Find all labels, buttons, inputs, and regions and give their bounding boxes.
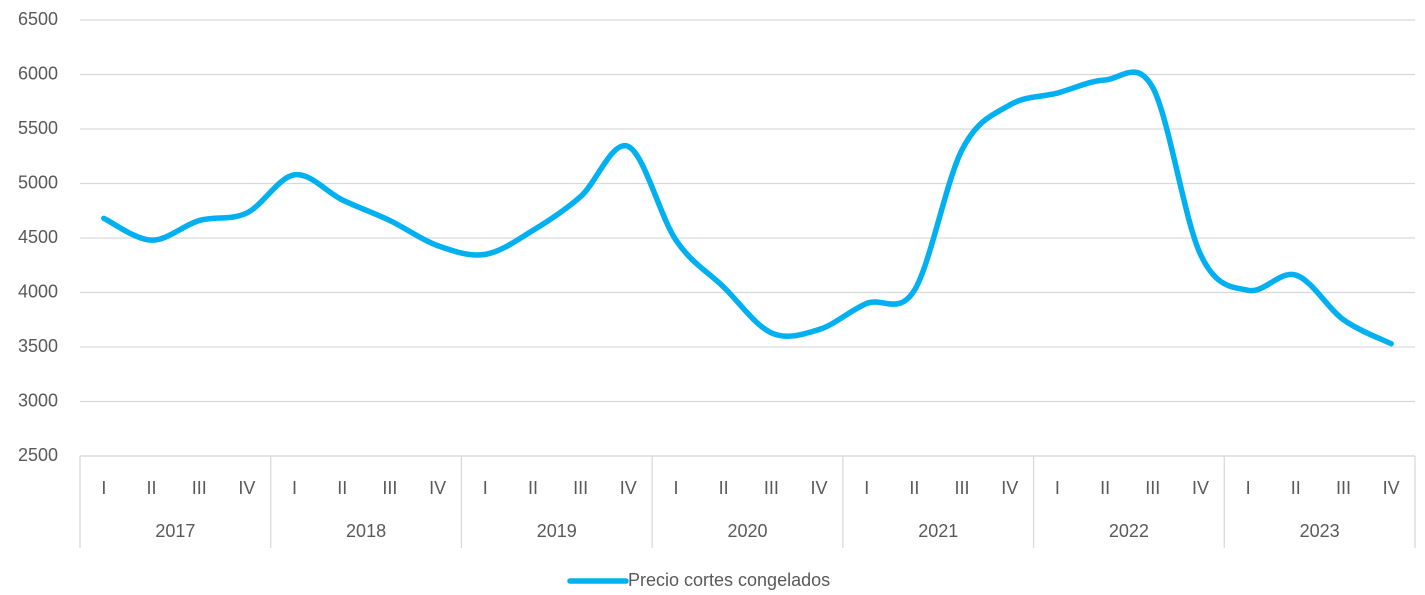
group-label: 2019 xyxy=(537,521,577,541)
x-tick-label: II xyxy=(337,478,347,498)
y-tick-label: 4000 xyxy=(18,281,58,301)
y-tick-label: 6500 xyxy=(18,9,58,29)
x-tick-label: I xyxy=(1246,478,1251,498)
x-tick-label: II xyxy=(1291,478,1301,498)
group-label: 2021 xyxy=(918,521,958,541)
y-tick-label: 3000 xyxy=(18,390,58,410)
x-tick-label: I xyxy=(483,478,488,498)
x-tick-label: I xyxy=(101,478,106,498)
x-tick-label: IV xyxy=(1192,478,1209,498)
group-label: 2017 xyxy=(155,521,195,541)
x-tick-label: II xyxy=(719,478,729,498)
y-tick-label: 6000 xyxy=(18,63,58,83)
x-tick-label: II xyxy=(528,478,538,498)
legend-label: Precio cortes congelados xyxy=(628,570,830,590)
x-tick-label: I xyxy=(673,478,678,498)
x-tick-label: III xyxy=(1336,478,1351,498)
x-tick-label: IV xyxy=(429,478,446,498)
group-label: 2022 xyxy=(1109,521,1149,541)
x-tick-label: III xyxy=(955,478,970,498)
group-label: 2023 xyxy=(1300,521,1340,541)
group-label: 2018 xyxy=(346,521,386,541)
line xyxy=(101,69,1394,347)
y-tick-label: 3500 xyxy=(18,336,58,356)
x-tick-label: III xyxy=(764,478,779,498)
x-tick-label: III xyxy=(1145,478,1160,498)
group-label: 2020 xyxy=(727,521,767,541)
y-tick-label: 2500 xyxy=(18,445,58,465)
x-tick-label: IV xyxy=(1383,478,1400,498)
y-tick-label: 5500 xyxy=(18,118,58,138)
x-tick-label: I xyxy=(1055,478,1060,498)
y-tick-label: 4500 xyxy=(18,227,58,247)
x-tick-label: II xyxy=(147,478,157,498)
x-tick-label: III xyxy=(573,478,588,498)
x-tick-label: II xyxy=(909,478,919,498)
y-tick-label: 5000 xyxy=(18,172,58,192)
x-tick-label: I xyxy=(292,478,297,498)
x-tick-label: IV xyxy=(238,478,255,498)
x-tick-label: I xyxy=(864,478,869,498)
x-tick-label: IV xyxy=(620,478,637,498)
x-tick-label: IV xyxy=(811,478,828,498)
x-tick-label: II xyxy=(1100,478,1110,498)
x-tick-label: III xyxy=(382,478,397,498)
x-tick-label: III xyxy=(192,478,207,498)
x-tick-label: IV xyxy=(1001,478,1018,498)
